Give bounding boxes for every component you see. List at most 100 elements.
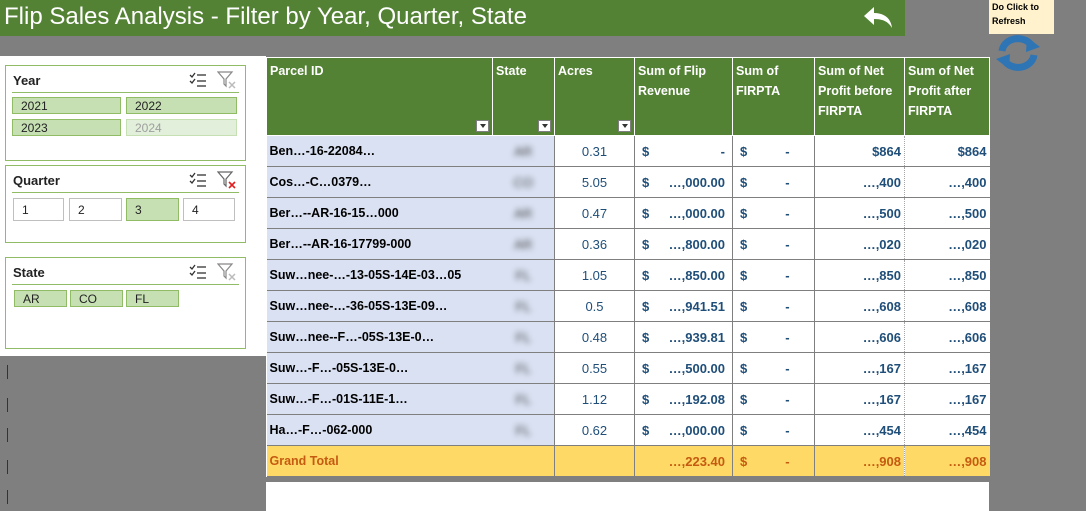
filter-dropdown-state[interactable] xyxy=(538,120,551,132)
slicer-item-quarter-2[interactable]: 2 xyxy=(69,198,122,221)
multi-select-icon[interactable] xyxy=(189,72,207,88)
cell-flip-revenue[interactable]: …,223.40 xyxy=(634,445,733,477)
cell-parcel-id[interactable]: Suw…nee-…-13-05S-14E-03…05 xyxy=(266,259,493,291)
cell-net-profit-after[interactable]: …,400 xyxy=(904,166,990,198)
cell-parcel-id[interactable]: Suw…-F…-05S-13E-0… xyxy=(266,352,493,384)
cell-flip-revenue[interactable]: $ …,850.00 xyxy=(634,259,733,291)
cell-firpta[interactable]: $ - xyxy=(732,321,815,353)
cell-parcel-id[interactable]: Suw…-F…-01S-11E-1… xyxy=(266,383,493,415)
cell-net-profit-after[interactable]: $864 xyxy=(904,135,990,167)
cell-acres[interactable]: 0.31 xyxy=(554,135,635,167)
cell-net-profit-after[interactable]: …,500 xyxy=(904,197,990,229)
cell-parcel-id[interactable]: Suw…nee-…-36-05S-13E-09… xyxy=(266,290,493,322)
cell-acres[interactable]: 0.47 xyxy=(554,197,635,229)
cell-state[interactable]: FL xyxy=(492,352,555,384)
cell-flip-revenue[interactable]: $ …,939.81 xyxy=(634,321,733,353)
cell-net-profit-after[interactable]: …,020 xyxy=(904,228,990,260)
cell-parcel-id[interactable]: Ber…--AR-16-17799-000 xyxy=(266,228,493,260)
cell-parcel-id[interactable]: Suw…nee--F…-05S-13E-0… xyxy=(266,321,493,353)
cell-parcel-id[interactable]: Grand Total xyxy=(266,445,493,477)
clear-filter-icon[interactable] xyxy=(217,71,237,89)
cell-net-profit-before[interactable]: …,167 xyxy=(814,383,905,415)
slicer-item-quarter-4[interactable]: 4 xyxy=(183,198,235,221)
cell-net-profit-after[interactable]: …,167 xyxy=(904,383,990,415)
slicer-item-state-ar[interactable]: AR xyxy=(14,290,67,307)
cell-parcel-id[interactable]: Cos…-C…0379… xyxy=(266,166,493,198)
slicer-item-year-2022[interactable]: 2022 xyxy=(126,97,237,114)
cell-state[interactable]: AR xyxy=(492,135,555,167)
filter-dropdown-parcel[interactable] xyxy=(476,120,489,132)
cell-state[interactable]: CO xyxy=(492,166,555,198)
cell-firpta[interactable]: $ - xyxy=(732,166,815,198)
cell-flip-revenue[interactable]: $ …,000.00 xyxy=(634,414,733,446)
cell-net-profit-before[interactable]: …,608 xyxy=(814,290,905,322)
clear-filter-icon[interactable] xyxy=(217,263,237,281)
cell-net-profit-after[interactable]: …,454 xyxy=(904,414,990,446)
clear-filter-icon[interactable] xyxy=(217,171,237,189)
cell-flip-revenue[interactable]: $ …,192.08 xyxy=(634,383,733,415)
cell-state[interactable] xyxy=(492,445,555,477)
cell-firpta[interactable]: $ - xyxy=(732,290,815,322)
cell-flip-revenue[interactable]: $ …,800.00 xyxy=(634,228,733,260)
cell-state[interactable]: FL xyxy=(492,414,555,446)
cell-acres[interactable]: 0.62 xyxy=(554,414,635,446)
cell-parcel-id[interactable]: Ha…-F…-062-000 xyxy=(266,414,493,446)
cell-state[interactable]: FL xyxy=(492,290,555,322)
cell-flip-revenue[interactable]: $ …,500.00 xyxy=(634,352,733,384)
cell-net-profit-before[interactable]: …,850 xyxy=(814,259,905,291)
cell-net-profit-after[interactable]: …,908 xyxy=(904,445,990,477)
cell-acres[interactable]: 1.05 xyxy=(554,259,635,291)
cell-firpta[interactable]: $ - xyxy=(732,414,815,446)
cell-net-profit-after[interactable]: …,608 xyxy=(904,290,990,322)
cell-flip-revenue[interactable]: $ …,941.51 xyxy=(634,290,733,322)
cell-firpta[interactable]: $ - xyxy=(732,228,815,260)
slicer-item-quarter-1[interactable]: 1 xyxy=(13,198,64,221)
cell-acres[interactable]: 0.36 xyxy=(554,228,635,260)
slicer-item-state-fl[interactable]: FL xyxy=(126,290,179,307)
cell-firpta[interactable]: $ - xyxy=(732,383,815,415)
cell-acres[interactable]: 1.12 xyxy=(554,383,635,415)
cell-net-profit-before[interactable]: …,500 xyxy=(814,197,905,229)
cell-flip-revenue[interactable]: $ - xyxy=(634,135,733,167)
cell-state[interactable]: AR xyxy=(492,228,555,260)
table-row: Suw…nee-…-36-05S-13E-09… FL 0.5 $ …,941.51 $ -… xyxy=(266,290,990,322)
cell-net-profit-before[interactable]: …,908 xyxy=(814,445,905,477)
cell-acres[interactable]: 0.48 xyxy=(554,321,635,353)
cell-net-profit-before[interactable]: …,020 xyxy=(814,228,905,260)
cell-net-profit-before[interactable]: …,606 xyxy=(814,321,905,353)
multi-select-icon[interactable] xyxy=(189,264,207,280)
cell-parcel-id[interactable]: Ben…-16-22084… xyxy=(266,135,493,167)
cell-net-profit-after[interactable]: …,606 xyxy=(904,321,990,353)
cell-net-profit-after[interactable]: …,167 xyxy=(904,352,990,384)
cell-firpta[interactable]: $ - xyxy=(732,352,815,384)
cell-state[interactable]: FL xyxy=(492,259,555,291)
cell-state[interactable]: AR xyxy=(492,197,555,229)
cell-acres[interactable] xyxy=(554,445,635,477)
cell-state[interactable]: FL xyxy=(492,383,555,415)
cell-firpta[interactable]: $ - xyxy=(732,197,815,229)
slicer-item-state-co[interactable]: CO xyxy=(70,290,123,307)
cell-flip-revenue[interactable]: $ …,000.00 xyxy=(634,166,733,198)
cell-parcel-id[interactable]: Ber…--AR-16-15…000 xyxy=(266,197,493,229)
multi-select-icon[interactable] xyxy=(189,172,207,188)
cell-acres[interactable]: 0.55 xyxy=(554,352,635,384)
cell-firpta[interactable]: $ - xyxy=(732,135,815,167)
back-arrow-icon[interactable] xyxy=(860,3,898,33)
cell-firpta[interactable]: $ - xyxy=(732,445,815,477)
cell-flip-revenue[interactable]: $ …,000.00 xyxy=(634,197,733,229)
cell-state[interactable]: FL xyxy=(492,321,555,353)
slicer-item-year-2023[interactable]: 2023 xyxy=(12,119,121,136)
cell-net-profit-before[interactable]: …,400 xyxy=(814,166,905,198)
cell-net-profit-before[interactable]: $864 xyxy=(814,135,905,167)
refresh-icon[interactable] xyxy=(994,33,1042,73)
slicer-item-year-2024[interactable]: 2024 xyxy=(126,119,237,136)
cell-net-profit-before[interactable]: …,167 xyxy=(814,352,905,384)
slicer-item-year-2021[interactable]: 2021 xyxy=(12,97,121,114)
cell-firpta[interactable]: $ - xyxy=(732,259,815,291)
cell-acres[interactable]: 0.5 xyxy=(554,290,635,322)
cell-net-profit-after[interactable]: …,850 xyxy=(904,259,990,291)
cell-net-profit-before[interactable]: …,454 xyxy=(814,414,905,446)
filter-dropdown-acres[interactable] xyxy=(618,120,631,132)
cell-acres[interactable]: 5.05 xyxy=(554,166,635,198)
slicer-item-quarter-3[interactable]: 3 xyxy=(126,198,179,221)
